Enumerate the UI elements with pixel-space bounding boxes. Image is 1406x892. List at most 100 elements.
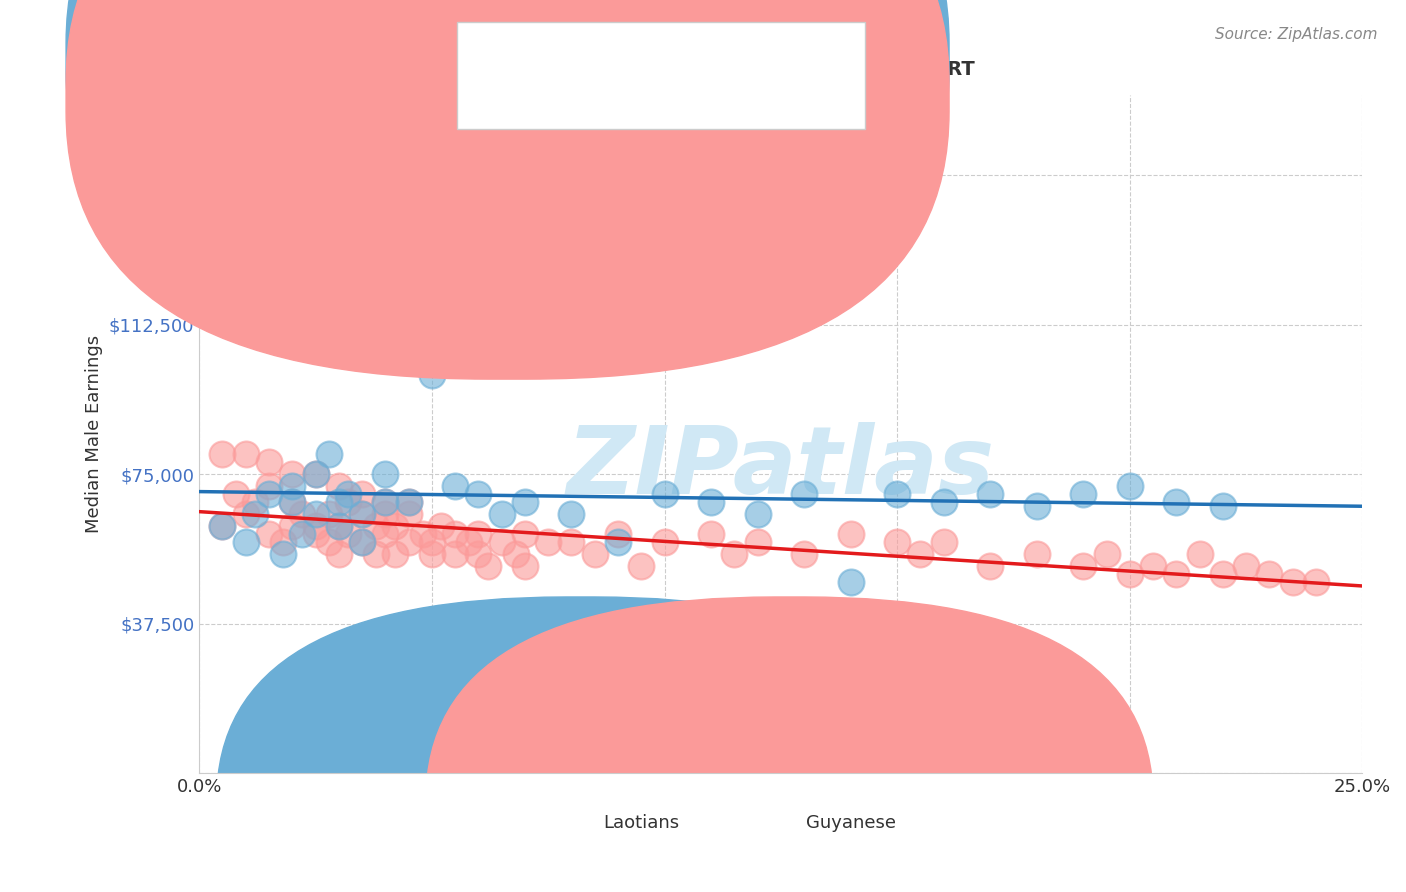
Point <box>458 535 481 549</box>
Point <box>281 467 304 482</box>
Point <box>235 535 257 549</box>
Point <box>398 495 420 509</box>
Point <box>1119 479 1142 493</box>
Point <box>374 467 396 482</box>
Text: R =: R = <box>541 48 581 66</box>
Point <box>444 479 467 493</box>
Point <box>257 479 280 493</box>
Point <box>281 479 304 493</box>
Point <box>537 535 560 549</box>
Text: -0.196: -0.196 <box>595 87 659 105</box>
Point <box>583 547 606 561</box>
Point <box>560 535 582 549</box>
Point <box>1166 495 1188 509</box>
Point <box>430 519 453 533</box>
Point <box>477 558 499 573</box>
Point <box>290 527 312 541</box>
Point <box>412 527 434 541</box>
Point <box>337 527 360 541</box>
Point <box>505 547 527 561</box>
Point <box>281 495 304 509</box>
FancyBboxPatch shape <box>66 0 949 379</box>
Point <box>304 527 326 541</box>
Text: LAOTIAN VS GUYANESE MEDIAN MALE EARNINGS CORRELATION CHART: LAOTIAN VS GUYANESE MEDIAN MALE EARNINGS… <box>200 60 974 78</box>
Point <box>491 535 513 549</box>
Point <box>281 495 304 509</box>
Point <box>747 535 769 549</box>
Point <box>932 535 955 549</box>
Point <box>839 574 862 589</box>
Point <box>384 547 406 561</box>
Point <box>793 547 815 561</box>
Point <box>747 507 769 521</box>
Point <box>211 447 233 461</box>
Point <box>723 547 745 561</box>
Point <box>374 527 396 541</box>
Point <box>271 547 294 561</box>
Point <box>318 535 340 549</box>
Point <box>839 527 862 541</box>
Point <box>1188 547 1211 561</box>
Point <box>328 519 350 533</box>
Point <box>1305 574 1327 589</box>
Point <box>700 527 723 541</box>
Point <box>513 495 536 509</box>
Point <box>1071 558 1094 573</box>
Point <box>979 558 1001 573</box>
Point <box>1025 499 1047 513</box>
Point <box>398 327 420 342</box>
Point <box>607 535 630 549</box>
Point <box>243 495 266 509</box>
Point <box>337 487 360 501</box>
FancyBboxPatch shape <box>217 597 943 892</box>
Point <box>1234 558 1257 573</box>
Point <box>420 368 443 382</box>
Point <box>630 558 652 573</box>
Point <box>243 507 266 521</box>
Text: Source: ZipAtlas.com: Source: ZipAtlas.com <box>1215 27 1378 42</box>
Point <box>257 527 280 541</box>
Point <box>793 487 815 501</box>
Point <box>235 447 257 461</box>
Point <box>1119 566 1142 581</box>
Point <box>374 495 396 509</box>
Text: 41: 41 <box>731 48 756 66</box>
Point <box>513 527 536 541</box>
Point <box>1212 499 1234 513</box>
Point <box>211 519 233 533</box>
Point <box>328 479 350 493</box>
Point <box>1212 566 1234 581</box>
Point <box>328 495 350 509</box>
Point <box>654 618 676 632</box>
Point <box>304 467 326 482</box>
Point <box>932 495 955 509</box>
Point <box>398 535 420 549</box>
Point <box>328 547 350 561</box>
Text: ZIPatlas: ZIPatlas <box>567 422 995 514</box>
Point <box>318 507 340 521</box>
Point <box>491 507 513 521</box>
Point <box>560 507 582 521</box>
Point <box>328 519 350 533</box>
Point <box>281 519 304 533</box>
Point <box>257 487 280 501</box>
Point <box>1166 566 1188 581</box>
Point <box>374 495 396 509</box>
Point <box>398 507 420 521</box>
Point <box>1281 574 1303 589</box>
Point <box>444 547 467 561</box>
Point <box>1095 547 1118 561</box>
Point <box>211 519 233 533</box>
Point <box>352 535 374 549</box>
Point <box>513 558 536 573</box>
Point <box>352 535 374 549</box>
Text: Laotians: Laotians <box>603 814 679 832</box>
Point <box>290 507 312 521</box>
Point <box>384 519 406 533</box>
Text: N =: N = <box>661 87 713 105</box>
Point <box>364 519 387 533</box>
Point <box>979 487 1001 501</box>
Point <box>1025 547 1047 561</box>
Point <box>271 535 294 549</box>
Point <box>910 547 932 561</box>
